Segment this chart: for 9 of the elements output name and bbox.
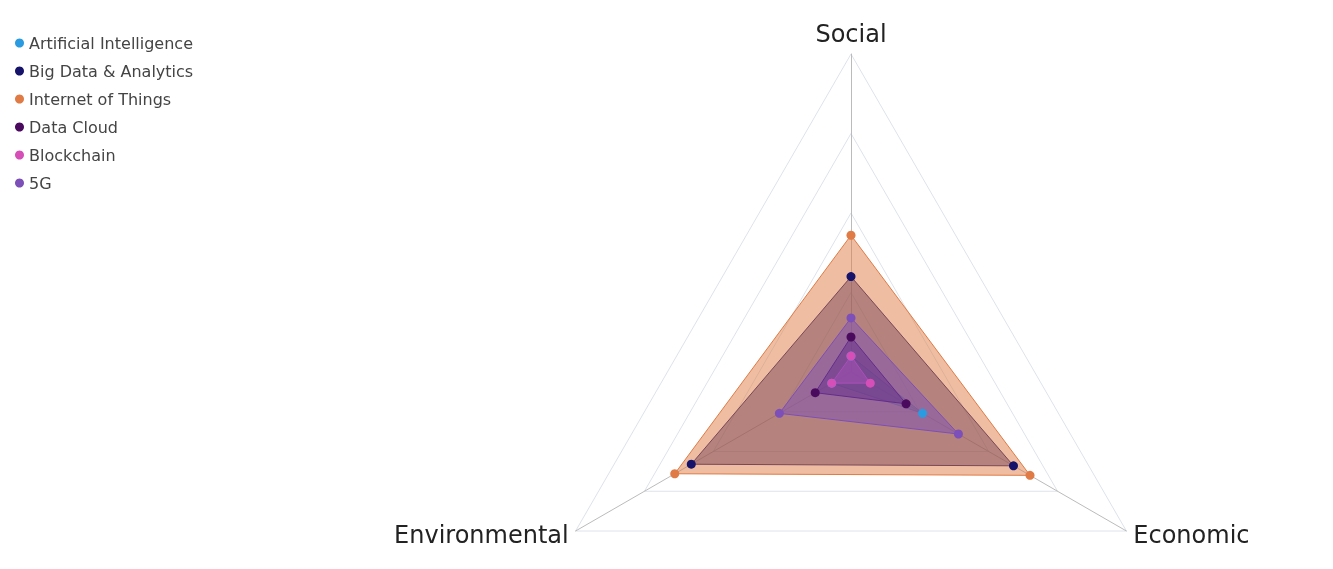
legend-label: Internet of Things <box>29 89 172 109</box>
legend-label: Blockchain <box>29 145 116 165</box>
legend-label: Big Data & Analytics <box>29 61 194 81</box>
legend-label: Artificial Intelligence <box>29 33 193 53</box>
spoke-label: Social <box>815 20 887 48</box>
legend-label: Data Cloud <box>29 117 118 137</box>
legend-label: 5G <box>29 173 52 193</box>
spoke-label: Environmental <box>394 521 569 549</box>
spoke-label: Economic <box>1133 521 1250 549</box>
